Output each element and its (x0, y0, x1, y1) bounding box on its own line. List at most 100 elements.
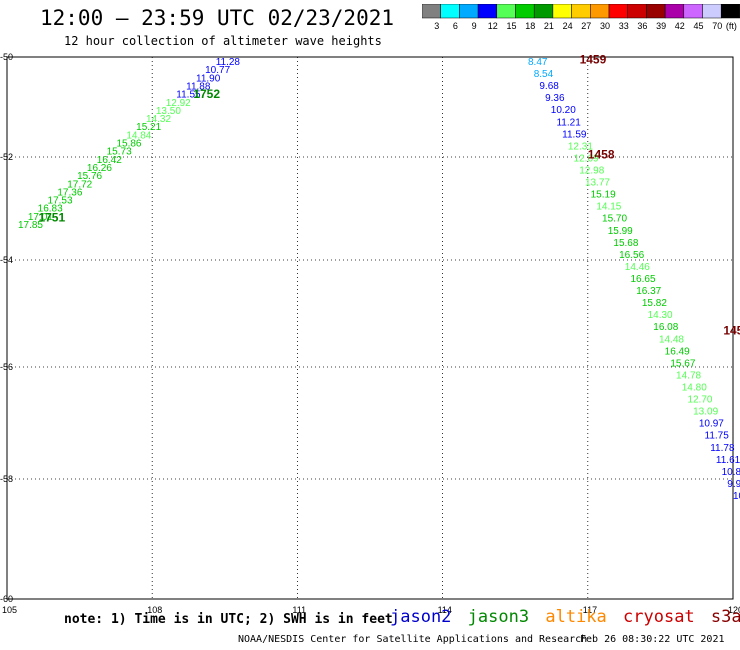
wave-height-point: 11.55 (176, 90, 201, 101)
wave-height-point: 13.50 (156, 106, 181, 117)
color-scale-label: 27 (581, 21, 592, 31)
pass-label: 1457 (723, 324, 740, 338)
map-frame (6, 56, 734, 600)
color-scale-bar (422, 4, 740, 19)
wave-height-point: 14.32 (146, 114, 171, 125)
latitude-label: -52 (0, 152, 13, 162)
legend-altika: altika (545, 607, 607, 627)
color-scale-label: 45 (693, 21, 704, 31)
wave-height-point: 12.92 (166, 98, 191, 109)
wave-height-point: 9.36 (545, 93, 565, 104)
longitude-label: 120 (728, 605, 740, 615)
wave-height-point: 15.67 (670, 358, 695, 369)
color-scale-label: 30 (600, 21, 611, 31)
generated-timestamp: Feb 26 08:30:22 UTC 2021 (580, 634, 725, 645)
wave-height-point: 16.65 (631, 274, 656, 285)
wave-height-point: 14.78 (676, 370, 701, 381)
map-axis-labels: 105 108 111 114 117 120 -50 -52 -54 -56 -58 -60 (0, 52, 740, 615)
wave-height-point: 17.01 (28, 212, 53, 223)
wave-height-point: 9.9 (727, 479, 740, 490)
legend-cryosat: cryosat (623, 607, 695, 627)
color-scale-label: 39 (656, 21, 667, 31)
color-scale-label: 18 (525, 21, 536, 31)
wave-height-point: 11.61 (716, 455, 740, 466)
page-subtitle: 12 hour collection of altimeter wave hei… (64, 34, 382, 48)
wave-height-point: 11.28 (216, 57, 241, 68)
wave-height-point: 15.68 (613, 238, 638, 249)
pass-label: 1751 (38, 210, 65, 224)
wave-height-point: 13.77 (585, 178, 610, 189)
wave-height-point: 14.46 (625, 262, 650, 273)
color-scale-label: 12 (487, 21, 498, 31)
credit-line: NOAA/NESDIS Center for Satellite Applica… (238, 634, 588, 645)
wave-height-point: 15.82 (642, 298, 667, 309)
latitude-label: -54 (0, 255, 13, 265)
wave-height-point: 10.77 (205, 65, 230, 76)
pass-label: 1459 (580, 53, 607, 67)
satellite-legend: jason2 jason3 altika cryosat s3a (390, 607, 740, 627)
footnote: note: 1) Time is in UTC; 2) SWH is in fe… (64, 612, 393, 627)
wave-height-point: 14.48 (659, 334, 684, 345)
wave-height-point: 9.68 (539, 81, 559, 92)
wave-height-point: 12.69 (574, 153, 599, 164)
color-scale-label: 42 (674, 21, 685, 31)
color-scale-label: 70 (712, 21, 723, 31)
wave-height-point: 10.20 (551, 105, 576, 116)
wave-height-point: 17.85 (18, 220, 43, 231)
wave-height-point: 16.49 (665, 346, 690, 357)
wave-height-point: 16.26 (87, 163, 112, 174)
color-scale-label: 15 (506, 21, 517, 31)
pass-label: 1752 (193, 87, 220, 101)
wave-height-point: 8.54 (534, 69, 554, 80)
wave-height-point: 14.84 (126, 130, 151, 141)
wave-height-point: 16.42 (97, 155, 122, 166)
wave-height-point: 14.15 (596, 202, 621, 213)
wave-height-point: 11.21 (556, 117, 581, 128)
wave-height-point: 11.59 (562, 129, 587, 140)
wave-height-point: 15.21 (136, 122, 161, 133)
wave-height-point: 8.47 (528, 57, 548, 68)
color-scale-label: 21 (543, 21, 554, 31)
wave-height-point: 17.72 (67, 179, 92, 190)
color-scale-labels: 3 6 9 12 15 18 21 24 27 30 33 36 39 42 45 70 (ft) (422, 21, 740, 33)
longitude-label: 114 (438, 605, 452, 615)
color-scale-label: 24 (562, 21, 573, 31)
wave-height-point: 11.90 (196, 73, 221, 84)
wave-height-point: 10 (733, 491, 740, 502)
latitude-label: -60 (0, 594, 13, 604)
wave-height-point: 11.75 (705, 431, 730, 442)
wave-height-point: 15.19 (591, 190, 616, 201)
wave-height-point: 11.78 (710, 443, 735, 454)
wave-height-point: 15.70 (602, 214, 627, 225)
page-title: 12:00 – 23:59 UTC 02/23/2021 (40, 6, 395, 30)
wave-height-point: 12.98 (579, 166, 604, 177)
latitude-label: -56 (0, 362, 13, 372)
longitude-label: 105 (2, 605, 17, 615)
wave-height-tracks: 11.2810.7711.9011.8811.5512.9213.5014.32… (18, 53, 740, 503)
color-scale-label: 3 (434, 21, 440, 31)
color-scale-label: 33 (618, 21, 629, 31)
wave-height-point: 15.73 (107, 147, 132, 158)
longitude-label: 111 (292, 605, 306, 615)
color-scale-label: 6 (452, 21, 458, 31)
wave-height-point: 14.30 (648, 310, 673, 321)
wave-height-point: 16.83 (38, 204, 63, 215)
color-scale-label: (ft) (725, 21, 737, 31)
legend-jason2: jason2 (390, 607, 452, 627)
wave-height-point: 10.8 (722, 467, 740, 478)
latitude-label: -50 (0, 52, 13, 62)
color-scale-label: 36 (637, 21, 648, 31)
map-grid (6, 56, 734, 600)
wave-height-point: 11.88 (186, 81, 211, 92)
wave-height-point: 13.09 (693, 407, 718, 418)
longitude-label: 108 (147, 605, 162, 615)
wave-height-point: 12.31 (568, 141, 593, 152)
wave-height-point: 12.70 (687, 395, 712, 406)
pass-label: 1458 (588, 148, 615, 162)
wave-height-point: 15.99 (608, 226, 633, 237)
wave-height-point: 14.80 (682, 383, 707, 394)
wave-height-point: 16.08 (653, 322, 678, 333)
wave-height-point: 17.53 (48, 196, 73, 207)
wave-height-point: 15.86 (116, 139, 141, 150)
